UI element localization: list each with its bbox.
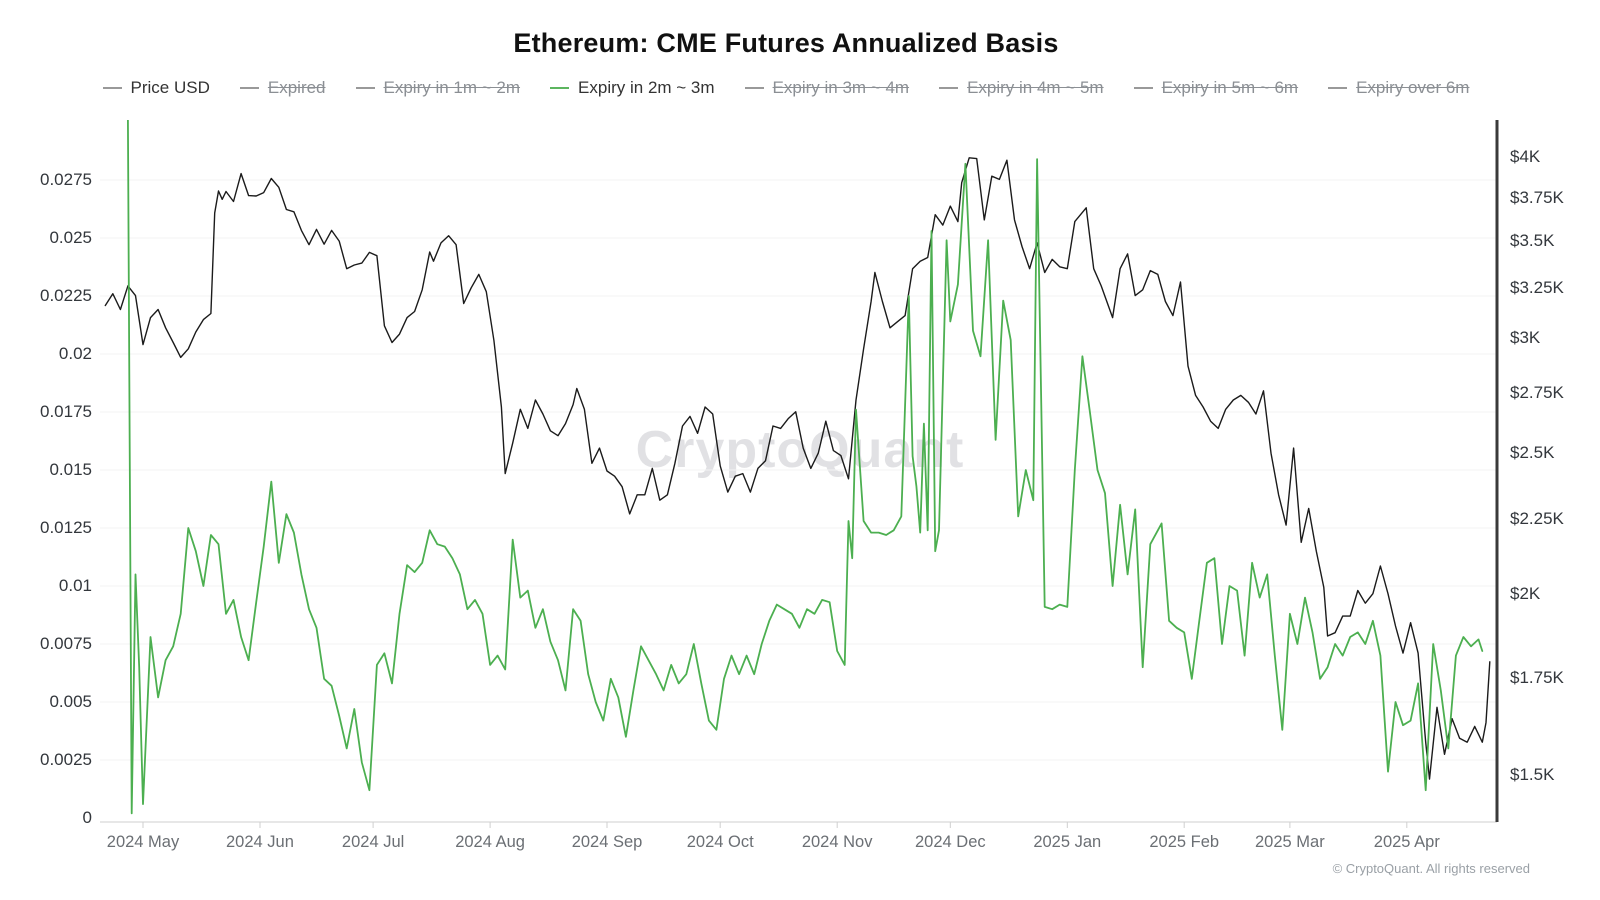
legend-item-expiry-in-4m-5m[interactable]: Expiry in 4m ~ 5m [939, 78, 1104, 98]
x-axis-month-label: 2024 Oct [686, 833, 754, 851]
right-axis-tick-label: $2.25K [1510, 509, 1564, 529]
left-axis-tick-label: 0.01 [58, 576, 92, 595]
right-axis-tick-label: $3.25K [1510, 277, 1564, 297]
left-axis-tick-label: 0.025 [49, 228, 92, 247]
right-axis-tick-label: $3.5K [1510, 231, 1555, 251]
legend-swatch-icon [1328, 87, 1348, 89]
right-axis-tick-label: $2K [1510, 583, 1541, 603]
gridlines [100, 179, 1497, 761]
left-axis-tick-label: 0.005 [49, 692, 92, 711]
price-usd-line [104, 157, 1491, 780]
left-axis-tick-label: 0.015 [49, 460, 92, 479]
left-axis-tick-label: 0.02 [58, 344, 92, 363]
x-axis-month-label: 2025 Jan [1033, 833, 1102, 851]
right-axis-tick-label: $3K [1510, 328, 1541, 348]
left-axis-tick-label: 0.0125 [40, 518, 92, 537]
legend-item-label: Expiry in 1m ~ 2m [383, 78, 521, 97]
legend-item-label: Expiry in 4m ~ 5m [967, 78, 1104, 97]
right-axis-tick-label: $4K [1510, 147, 1541, 166]
legend-item-label: Expiry over 6m [1356, 78, 1470, 97]
legend-item-expiry-in-3m-4m[interactable]: Expiry in 3m ~ 4m [744, 78, 910, 98]
legend-swatch-icon [1133, 87, 1153, 89]
x-axis-month-label: 2024 Jun [225, 833, 294, 851]
legend-item-price-usd[interactable]: Price USD [102, 78, 210, 98]
legend-item-expiry-over-6m[interactable]: Expiry over 6m [1328, 78, 1469, 98]
legend-item-expiry-in-5m-6m[interactable]: Expiry in 5m ~ 6m [1133, 78, 1299, 98]
right-axis-tick-label: $2.75K [1510, 383, 1564, 403]
x-axis-month-label: 2024 May [106, 833, 180, 851]
x-axis-month-label: 2025 Mar [1255, 833, 1325, 851]
legend-item-label: Expiry in 3m ~ 4m [772, 78, 910, 97]
left-axis-tick-label: 0.0275 [40, 170, 92, 189]
left-axis-tick-label: 0.0175 [40, 402, 92, 421]
footer-credit: © CryptoQuant. All rights reserved [1332, 861, 1530, 876]
legend-item-label: Price USD [130, 78, 210, 97]
right-axis-tick-label: $1.5K [1510, 764, 1555, 784]
legend-swatch-icon [355, 87, 375, 89]
right-axis-tick-label: $3.75K [1510, 187, 1564, 207]
legend-item-label: Expired [267, 78, 326, 97]
left-axis-tick-label: 0.0075 [40, 634, 92, 653]
right-axis-tick-label: $1.75K [1510, 667, 1564, 687]
legend-swatch-icon [239, 87, 259, 89]
x-axis-month-label: 2024 Sep [571, 833, 643, 851]
legend: Price USD Expired Expiry in 1m ~ 2m Expiry … [0, 78, 1572, 98]
left-axis-tick-label: 0.0025 [40, 750, 92, 769]
legend-item-expired[interactable]: Expired [239, 78, 326, 98]
left-axis-tick-label: 0.0225 [40, 286, 92, 305]
x-axis-month-label: 2024 Nov [801, 833, 873, 851]
legend-swatch-icon [939, 87, 959, 89]
legend-swatch-icon [102, 87, 122, 89]
legend-item-expiry-in-2m-3m[interactable]: Expiry in 2m ~ 3m [550, 78, 715, 98]
x-axis-month-label: 2024 Dec [915, 833, 986, 851]
legend-item-label: Expiry in 2m ~ 3m [578, 78, 715, 97]
legend-item-expiry-in-1m-2m[interactable]: Expiry in 1m ~ 2m [355, 78, 521, 98]
x-axis-month-label: 2024 Jul [341, 833, 405, 851]
chart-title: Ethereum: CME Futures Annualized Basis [513, 28, 1059, 58]
legend-swatch-icon [550, 87, 570, 89]
right-axis-tick-label: $2.5K [1510, 443, 1555, 463]
legend-item-label: Expiry in 5m ~ 6m [1161, 78, 1299, 97]
x-axis-month-label: 2025 Apr [1373, 833, 1440, 851]
left-axis-tick-label: 0 [82, 808, 92, 827]
axis-lines [100, 120, 1499, 828]
legend-swatch-icon [744, 87, 764, 89]
expiry-2m-3m-line [127, 120, 1484, 815]
x-axis-month-label: 2025 Feb [1149, 833, 1220, 851]
x-axis-month-label: 2024 Aug [455, 833, 525, 851]
